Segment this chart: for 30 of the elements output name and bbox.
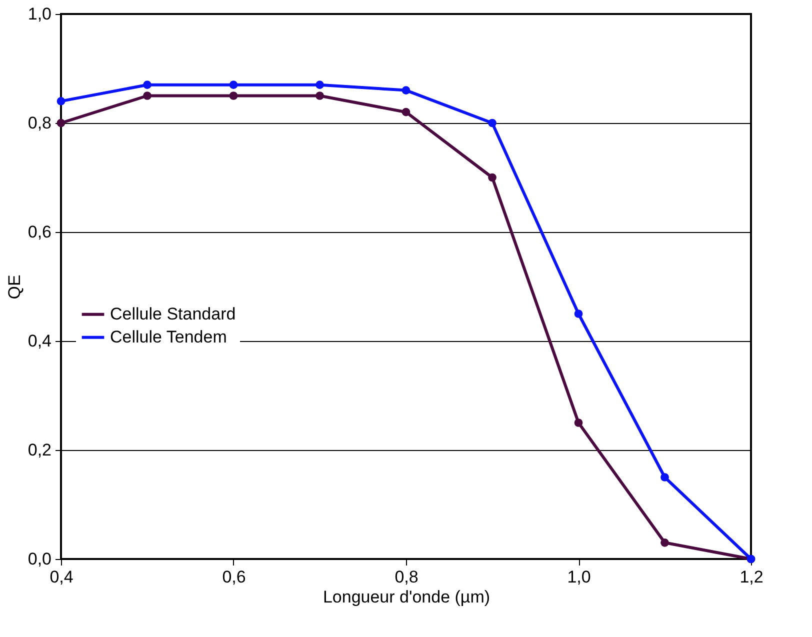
point [402, 108, 410, 116]
x-tick-label: 0,4 [50, 568, 74, 586]
point [660, 538, 669, 547]
x-tick-label: 1,2 [740, 568, 764, 586]
x-axis-title: Longueur d'onde (µm) [322, 588, 490, 606]
x-tick-label: 0,8 [394, 568, 418, 586]
point [574, 418, 583, 427]
point [660, 473, 669, 482]
y-tick-label: 0,4 [28, 332, 52, 350]
point [229, 92, 238, 100]
point [574, 310, 583, 318]
point [143, 80, 152, 90]
point [402, 86, 410, 94]
y-tick-label: 1,0 [28, 4, 52, 24]
y-tick-label: 0,6 [28, 222, 52, 242]
y-axis-title: QE [4, 274, 24, 300]
point [143, 92, 152, 100]
y-tick-label: 0,2 [28, 440, 52, 460]
point [316, 92, 324, 100]
point [56, 97, 66, 106]
x-tick-label: 1,0 [567, 568, 591, 586]
x-tick-label: 0,6 [222, 568, 246, 586]
point [488, 173, 496, 182]
point [229, 80, 238, 90]
y-tick-label: 0,8 [28, 114, 52, 132]
point [488, 118, 496, 128]
legend-label: Cellule Tendem [110, 327, 227, 346]
point [316, 80, 324, 90]
y-tick-label: 0,0 [28, 550, 52, 568]
legend-label: Cellule Standard [110, 304, 236, 324]
